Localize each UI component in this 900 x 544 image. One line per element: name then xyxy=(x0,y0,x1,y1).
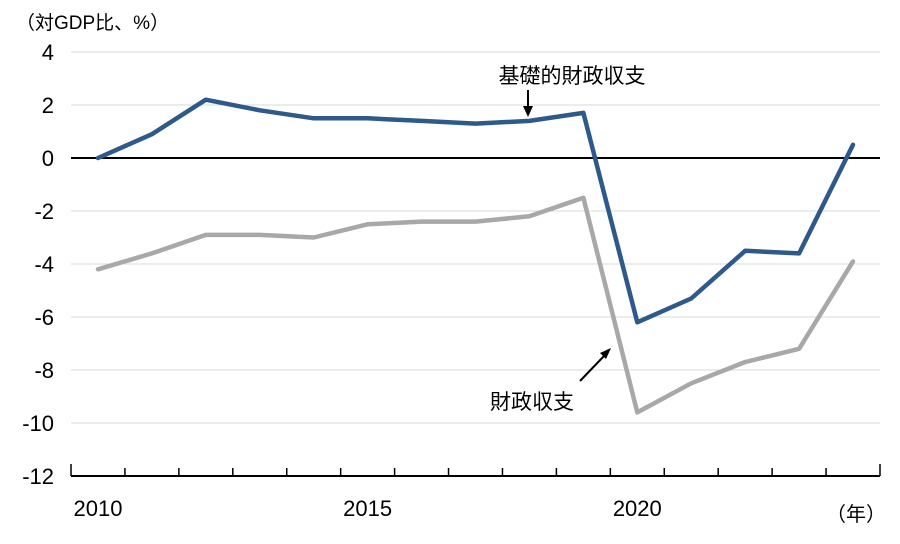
series-line-fiscal-balance xyxy=(95,195,856,415)
y-tick-label-2: 2 xyxy=(42,93,54,118)
x-axis-tick-labels: 2010 2015 2020 xyxy=(73,496,661,521)
annotation-arrowhead-primary-balance-label xyxy=(523,106,533,117)
y-tick-label--2: -2 xyxy=(34,199,54,224)
series-line-primary-balance xyxy=(95,97,856,325)
y-tick-label--4: -4 xyxy=(34,252,54,277)
x-axis xyxy=(70,464,881,477)
series-lines xyxy=(95,97,856,415)
y-tick-label--6: -6 xyxy=(34,305,54,330)
x-tick-label-2015: 2015 xyxy=(343,496,392,521)
y-axis-unit-title: （対GDP比、%） xyxy=(16,13,170,34)
y-tick-label--8: -8 xyxy=(34,358,54,383)
x-tick-label-2020: 2020 xyxy=(613,496,662,521)
annotation-text-fiscal-balance-label: 財政収支 xyxy=(490,391,574,414)
x-tick-label-2010: 2010 xyxy=(73,496,122,521)
annotation-arrowhead-fiscal-balance-label xyxy=(600,348,611,359)
annotation-arrow-line-fiscal-balance-label xyxy=(579,355,605,382)
y-tick-label--12: -12 xyxy=(22,464,54,489)
gridlines xyxy=(71,51,880,424)
y-tick-label-4: 4 xyxy=(42,40,54,65)
y-axis-tick-labels: 4 2 0 -2 -4 -6 -8 -10 -12 xyxy=(22,40,54,489)
y-tick-label-0: 0 xyxy=(42,146,54,171)
x-axis-unit-label: （年） xyxy=(826,504,886,526)
annotation-text-primary-balance-label: 基礎的財政収支 xyxy=(499,65,646,88)
y-tick-label--10: -10 xyxy=(22,411,54,436)
